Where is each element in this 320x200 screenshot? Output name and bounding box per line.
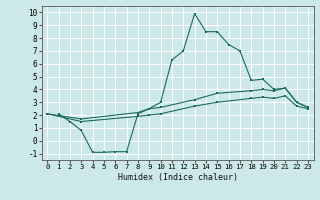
X-axis label: Humidex (Indice chaleur): Humidex (Indice chaleur): [118, 173, 237, 182]
